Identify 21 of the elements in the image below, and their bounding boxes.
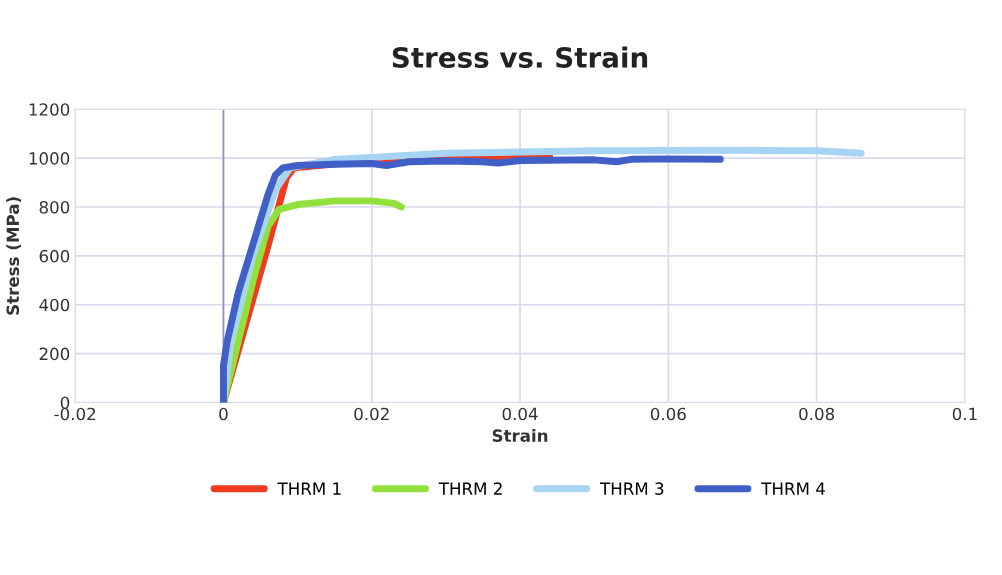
y-tick-label: 400	[39, 298, 70, 312]
x-tick-label: 0.08	[799, 407, 835, 421]
x-tick-label: 0.04	[502, 407, 538, 421]
x-axis-title: Strain	[492, 429, 548, 442]
chart-title: Stress vs. Strain	[392, 46, 648, 68]
x-tick-label: 0.02	[354, 407, 389, 421]
y-axis-title: Stress (MPa)	[6, 197, 22, 315]
y-tick-label: 0	[60, 396, 70, 410]
x-tick-label: 0	[219, 407, 228, 421]
y-tick-label: 600	[39, 249, 70, 263]
y-tick-label: 800	[39, 200, 70, 214]
x-tick-label: 0.1	[952, 407, 977, 421]
y-tick-label: 1200	[29, 103, 70, 116]
legend-label: THRM 3	[599, 482, 664, 495]
legend-label: THRM 4	[761, 482, 825, 495]
legend-label: THRM 1	[277, 482, 341, 495]
y-tick-label: 1000	[29, 152, 70, 165]
x-tick-label: 0.06	[650, 407, 686, 421]
x-tick-label: -0.02	[54, 407, 96, 421]
y-tick-label: 200	[39, 347, 70, 361]
legend-label: THRM 2	[438, 482, 502, 495]
